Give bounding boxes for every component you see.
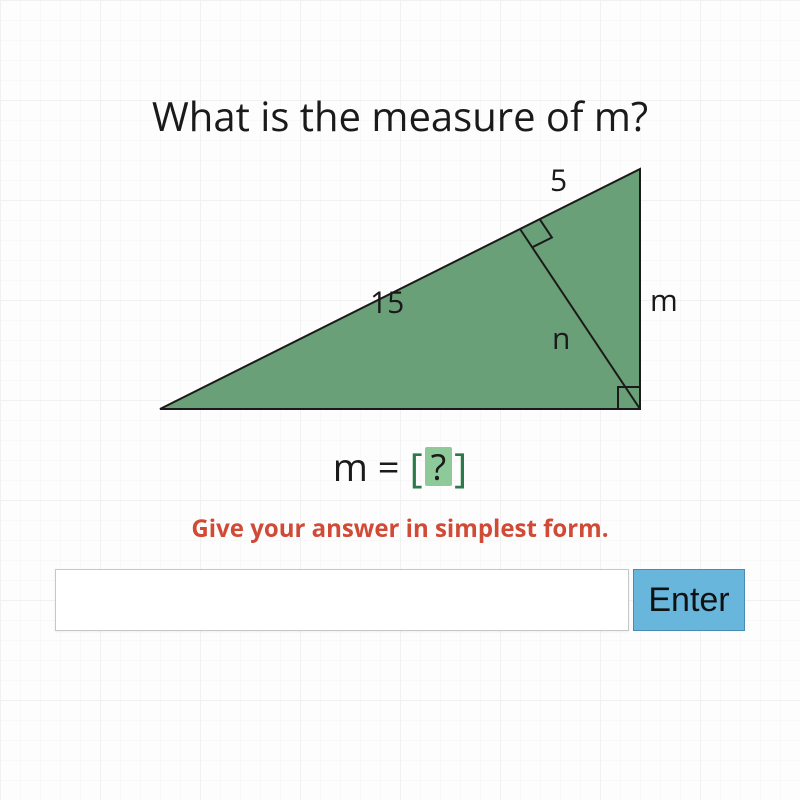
triangle-diagram: 5 15 m n xyxy=(120,149,680,429)
answer-slot: [ ? ] xyxy=(410,439,468,494)
equation-lhs: m = xyxy=(333,441,400,493)
hint-text: Give your answer in simplest form. xyxy=(191,512,608,545)
answer-input[interactable] xyxy=(55,569,629,631)
label-n: n xyxy=(552,317,570,358)
label-5: 5 xyxy=(550,159,567,200)
bracket-right: ] xyxy=(454,439,467,494)
label-m: m xyxy=(650,279,678,320)
enter-button[interactable]: Enter xyxy=(633,569,745,631)
bracket-left: [ xyxy=(410,439,423,494)
question-text: What is the measure of m? xyxy=(152,88,648,143)
question-mark: ? xyxy=(425,447,453,487)
problem-card: What is the measure of m? 5 15 m n m = [… xyxy=(0,0,800,800)
label-15: 15 xyxy=(370,281,404,322)
answer-row: Enter xyxy=(55,569,745,631)
equation: m = [ ? ] xyxy=(333,439,468,494)
